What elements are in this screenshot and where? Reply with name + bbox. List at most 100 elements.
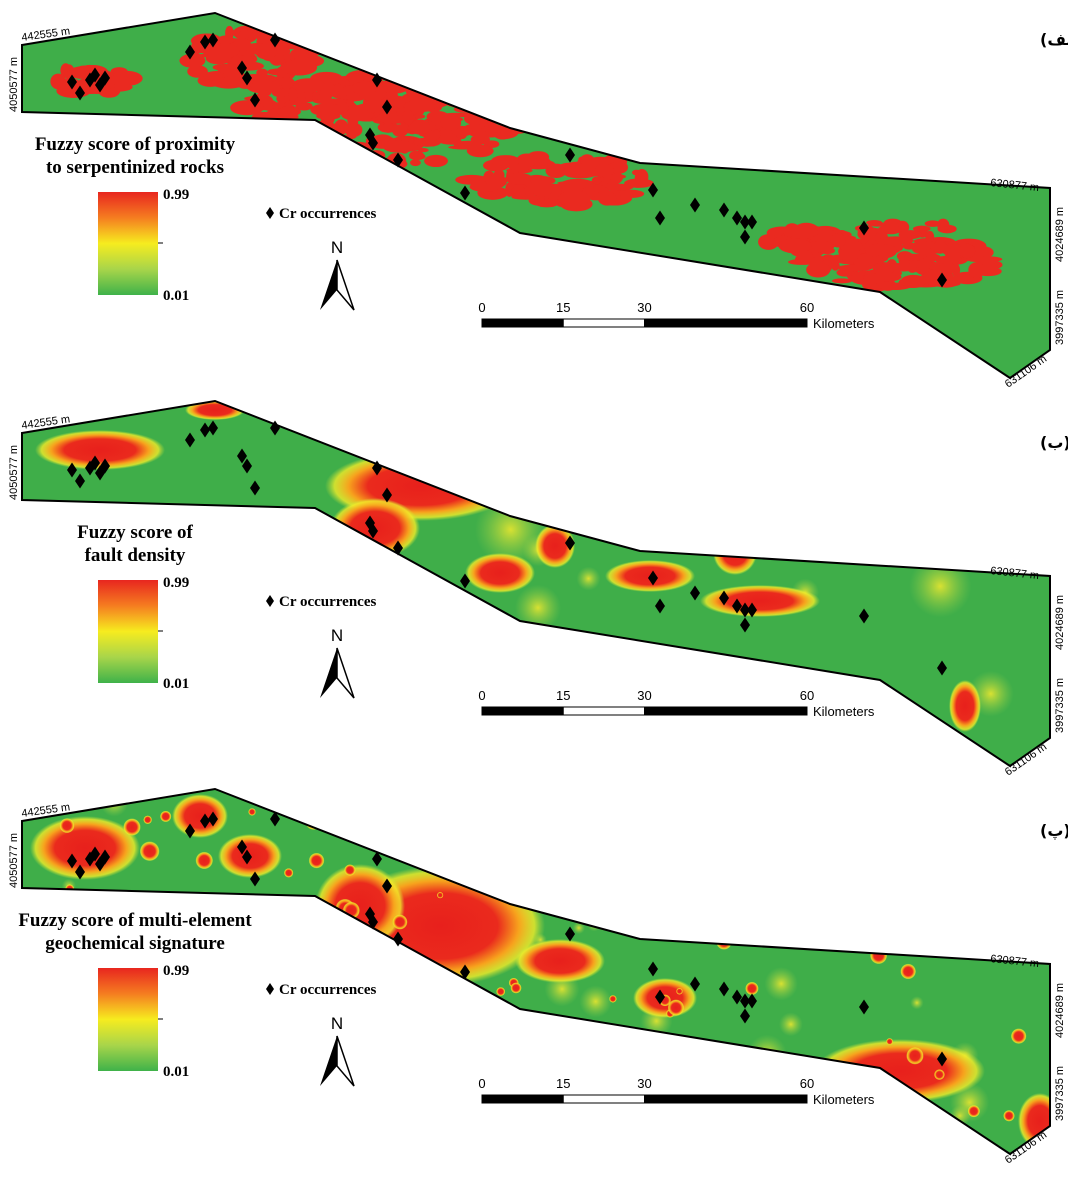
raster-cell bbox=[699, 780, 734, 815]
raster-cell bbox=[453, 1013, 472, 1032]
raster-cell bbox=[480, 90, 497, 102]
raster-cell bbox=[263, 122, 275, 137]
raster-cell bbox=[968, 1105, 980, 1117]
raster-cell bbox=[300, 123, 312, 132]
panel-label: (الف) bbox=[1040, 30, 1068, 49]
raster-cell bbox=[444, 800, 471, 827]
raster-cell bbox=[716, 934, 732, 950]
legend-ramp bbox=[98, 580, 158, 683]
raster-cell bbox=[779, 238, 812, 253]
raster-cell bbox=[276, 1012, 313, 1049]
raster-cell bbox=[518, 460, 577, 519]
raster-cell bbox=[160, 811, 171, 822]
raster-cell bbox=[314, 138, 336, 148]
scale-tick-label: 15 bbox=[556, 688, 570, 703]
raster-cell bbox=[442, 89, 450, 97]
raster-cell bbox=[195, 852, 213, 870]
raster-cell bbox=[493, 96, 504, 106]
raster-cell bbox=[313, 136, 332, 140]
legend-title: Fuzzy score of proximity bbox=[35, 134, 236, 155]
scale-unit: Kilometers bbox=[813, 1092, 875, 1107]
raster-cell bbox=[321, 797, 354, 830]
raster-cell bbox=[906, 1047, 924, 1065]
raster-cell bbox=[249, 640, 269, 660]
raster-cell bbox=[1003, 1110, 1015, 1122]
raster-cell bbox=[100, 789, 128, 817]
raster-cell bbox=[919, 890, 939, 910]
occurrence-marker bbox=[266, 983, 274, 995]
raster-cell bbox=[281, 76, 292, 90]
map-panel: (ب)Fuzzy score offault density0.990.01Cr… bbox=[8, 385, 1068, 779]
raster-cell bbox=[605, 1043, 641, 1079]
raster-cell bbox=[277, 95, 286, 104]
raster-cell bbox=[293, 119, 308, 134]
raster-cell bbox=[492, 93, 510, 101]
raster-cell bbox=[466, 1007, 475, 1016]
raster-cell bbox=[255, 45, 277, 59]
raster-cell bbox=[567, 807, 581, 821]
raster-cell bbox=[469, 84, 502, 99]
raster-cell bbox=[595, 801, 609, 815]
scale-segment bbox=[482, 319, 563, 327]
raster-cell bbox=[592, 502, 628, 538]
raster-cell bbox=[437, 789, 460, 812]
raster-cell bbox=[575, 163, 583, 174]
raster-cell bbox=[577, 567, 601, 591]
raster-cell bbox=[483, 93, 509, 106]
raster-cell bbox=[458, 93, 470, 102]
raster-cell bbox=[999, 812, 1022, 835]
raster-cell bbox=[700, 585, 820, 617]
raster-cell bbox=[972, 895, 980, 903]
occurrences-label: Cr occurrences bbox=[279, 982, 376, 998]
raster-cell bbox=[276, 107, 301, 116]
raster-cell bbox=[315, 864, 405, 948]
scale-tick-label: 30 bbox=[637, 300, 651, 315]
coord-label: 4024689 m bbox=[1054, 595, 1066, 650]
raster-cell bbox=[204, 610, 216, 622]
raster-cell bbox=[653, 818, 667, 832]
raster-cell bbox=[309, 853, 325, 869]
raster-cell bbox=[440, 115, 461, 131]
raster-cell bbox=[245, 129, 271, 136]
raster-cell bbox=[580, 985, 612, 1017]
raster-cell bbox=[866, 836, 886, 856]
raster-cell bbox=[465, 84, 501, 99]
raster-cell bbox=[510, 1065, 541, 1096]
raster-cell bbox=[279, 122, 309, 134]
raster-cell bbox=[441, 140, 463, 144]
raster-cell bbox=[470, 132, 502, 138]
raster-cell bbox=[712, 1046, 729, 1063]
raster-cell bbox=[925, 249, 934, 258]
raster-cell bbox=[234, 123, 262, 133]
raster-cell bbox=[465, 553, 535, 593]
raster-cell bbox=[266, 958, 279, 971]
raster-cell bbox=[713, 531, 757, 575]
raster-cell bbox=[672, 658, 702, 688]
raster-cell bbox=[499, 117, 518, 123]
raster-cell bbox=[418, 148, 429, 152]
raster-cell bbox=[410, 119, 430, 134]
raster-cell bbox=[437, 892, 444, 899]
raster-cell bbox=[392, 818, 420, 846]
raster-cell bbox=[908, 266, 917, 273]
raster-cell bbox=[841, 808, 876, 843]
raster-cell bbox=[292, 78, 326, 92]
legend-max: 0.99 bbox=[163, 575, 189, 591]
raster-cell bbox=[76, 1016, 99, 1039]
raster-cell bbox=[426, 75, 459, 87]
legend-min: 0.01 bbox=[163, 676, 189, 692]
raster-cell bbox=[583, 832, 600, 849]
raster-cell bbox=[756, 488, 817, 549]
raster-cell bbox=[632, 170, 641, 176]
raster-cell bbox=[913, 226, 931, 232]
scale-segment bbox=[482, 707, 563, 715]
raster-cell bbox=[566, 1047, 574, 1055]
raster-cell bbox=[510, 982, 521, 993]
raster-cell bbox=[480, 192, 498, 198]
scale-segment bbox=[645, 707, 808, 715]
raster-cell bbox=[372, 668, 404, 700]
raster-cell bbox=[290, 125, 324, 136]
raster-cell bbox=[878, 236, 913, 245]
panel-label: (ب) bbox=[1040, 433, 1068, 452]
raster-cell bbox=[448, 97, 480, 109]
